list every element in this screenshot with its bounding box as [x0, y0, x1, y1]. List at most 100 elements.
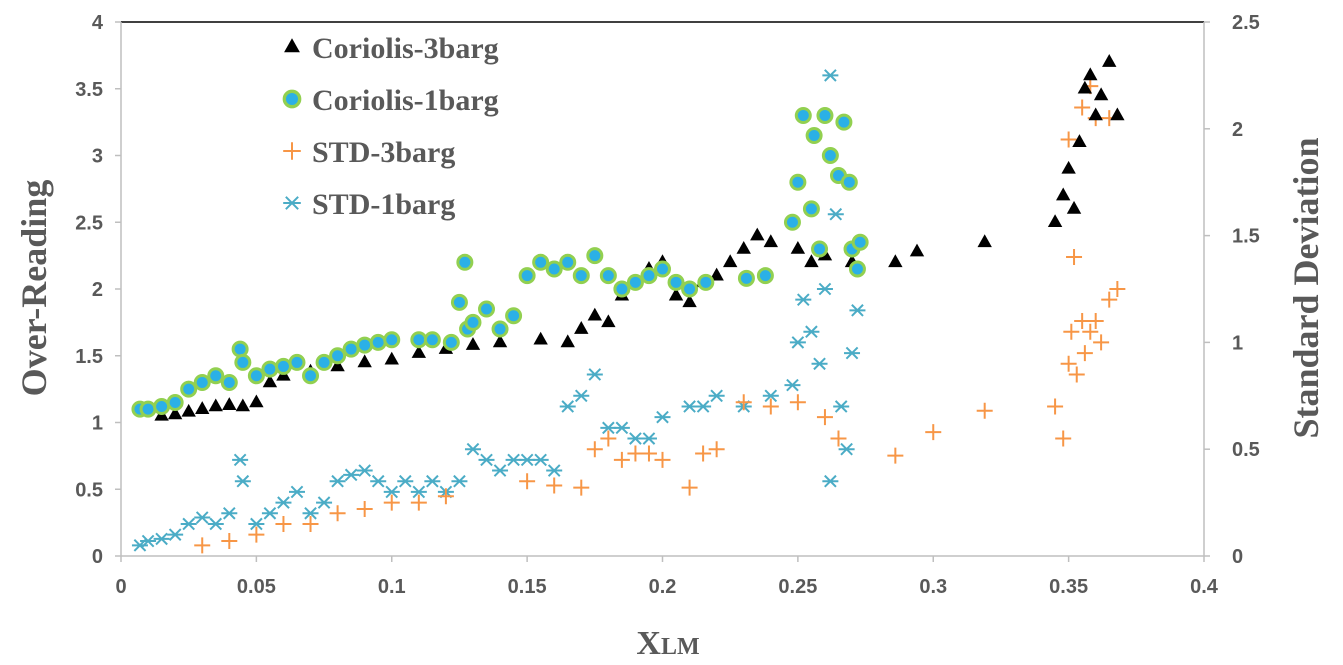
std-1barg-point [410, 485, 427, 499]
std-3barg-point [1074, 99, 1091, 116]
x-tick-label: 0.2 [649, 576, 677, 598]
x-axis-title-subscript: LM [661, 634, 700, 660]
y2-tick-label: 2.5 [1232, 12, 1260, 34]
std-1barg-point [816, 282, 833, 296]
legend-label: STD-3barg [312, 136, 455, 169]
std-1barg-point [681, 400, 698, 413]
coriolis-3barg-point [909, 243, 925, 257]
std-1barg-point [519, 453, 536, 467]
std-1barg-point [844, 346, 861, 360]
std-1barg-point [803, 325, 820, 339]
std-1barg-point [838, 442, 855, 456]
y-tick-label: 3.5 [75, 79, 103, 101]
std-3barg-point [1082, 323, 1099, 340]
y-tick-label: 0 [92, 546, 103, 568]
coriolis-1barg-point [356, 336, 374, 354]
std-3barg-point [546, 477, 563, 494]
std-3barg-point [1066, 248, 1083, 265]
coriolis-3barg-point [682, 294, 697, 308]
std-3barg-point [1060, 131, 1077, 148]
std-3barg-point [925, 424, 942, 441]
x-axis-title-main: X [636, 625, 661, 662]
y-axis-ticks: 0 0.5 1 1.5 2 2.5 3 3.5 4 [75, 12, 121, 568]
coriolis-3barg-point [167, 406, 183, 420]
coriolis-1barg-point [302, 367, 320, 385]
std-1barg-point [275, 496, 292, 509]
coriolis-1barg-point [681, 280, 699, 298]
coriolis-1barg-point [193, 373, 211, 391]
coriolis-1barg-point [442, 333, 460, 351]
coriolis-1barg-point [247, 367, 265, 385]
coriolis-1barg-point [848, 260, 866, 278]
coriolis-1barg-point [139, 400, 157, 418]
coriolis-1barg-point [456, 253, 474, 271]
coriolis-1barg-point [231, 340, 249, 358]
coriolis-3barg-point [709, 267, 724, 281]
coriolis-3barg-point [560, 334, 575, 348]
coriolis-1barg-point [840, 173, 858, 191]
coriolis-3barg-point [574, 321, 589, 334]
y-tick-label: 4 [92, 12, 104, 34]
coriolis-3barg-point [587, 307, 603, 321]
coriolis-1barg-point [518, 267, 536, 285]
coriolis-3barg-point [262, 374, 278, 388]
std-1barg-point [695, 400, 712, 413]
std-3barg-point [1063, 323, 1080, 340]
coriolis-1barg-point [851, 233, 869, 251]
coriolis-3barg-point [722, 254, 738, 268]
y2-tick-label: 0 [1232, 546, 1243, 568]
coriolis-1barg-point [613, 280, 631, 298]
coriolis-3barg-point [1088, 107, 1103, 121]
coriolis-1barg-point [667, 273, 685, 291]
std-1barg-point [370, 474, 387, 488]
coriolis-1barg-point [783, 213, 801, 231]
coriolis-1barg-point [342, 340, 360, 358]
std-1barg-point [492, 464, 509, 477]
std-3barg-point [1055, 430, 1072, 447]
coriolis-1barg-point [545, 260, 563, 278]
coriolis-1barg-point [805, 126, 823, 144]
std-1barg-point [221, 506, 238, 520]
std-1barg-point [232, 453, 249, 467]
y2-axis-title: Standard Deviation [1286, 137, 1326, 438]
coriolis-3barg-point [249, 394, 264, 408]
std-1barg-point [302, 506, 319, 520]
std-3barg-point [976, 402, 993, 419]
series-coriolis-1barg [131, 106, 869, 418]
coriolis-3barg-point [195, 401, 210, 414]
std-1barg-point [140, 534, 157, 548]
coriolis-3barg-point [1102, 54, 1117, 67]
coriolis-3barg-point [222, 397, 237, 410]
coriolis-3barg-point [411, 345, 427, 358]
std-3barg-point [613, 451, 630, 468]
coriolis-3barg-point [357, 354, 372, 368]
x-tick-label: 0.3 [919, 576, 947, 598]
series-std-3barg [194, 78, 1126, 554]
std-1barg-point [329, 474, 346, 488]
coriolis-1barg-point [599, 267, 617, 285]
coriolis-1barg-point [288, 353, 306, 371]
std-3barg-point [573, 479, 590, 496]
y2-tick-label: 1.5 [1232, 226, 1260, 248]
coriolis-1barg-point [274, 357, 292, 375]
std-3barg-point [302, 515, 319, 532]
std-3barg-point [221, 533, 238, 550]
std-1barg-point [234, 474, 251, 488]
coriolis-1barg-point [220, 373, 238, 391]
std-1barg-point [207, 517, 224, 531]
coriolis-1barg-point [835, 113, 853, 131]
std-1barg-point [795, 293, 812, 306]
y2-axis-ticks: 0 0.5 1 1.5 2 2.5 [1204, 12, 1260, 568]
coriolis-1barg-point [166, 393, 184, 411]
std-1barg-point [505, 453, 522, 467]
y2-tick-label: 2 [1232, 119, 1243, 141]
std-1barg-point [784, 378, 801, 392]
std-3barg-point [410, 494, 427, 511]
std-1barg-point [627, 432, 644, 445]
coriolis-1barg-point [572, 267, 590, 285]
std-1barg-point [283, 196, 301, 210]
std-3barg-point [356, 501, 373, 518]
std-1barg-point [600, 421, 617, 435]
std-1barg-point [613, 421, 630, 435]
